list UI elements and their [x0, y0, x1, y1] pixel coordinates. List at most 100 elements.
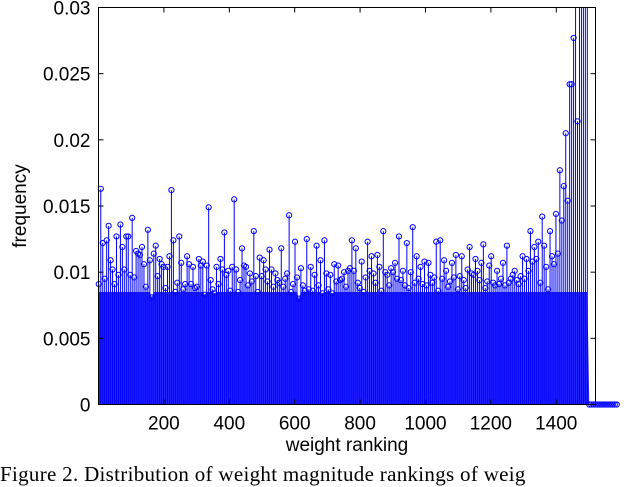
stem-marker	[360, 288, 367, 296]
stem-marker	[607, 401, 614, 408]
stem-marker	[111, 280, 118, 288]
stem-marker	[497, 275, 505, 282]
stem-marker	[374, 251, 381, 259]
stem-marker	[535, 238, 542, 245]
stem-marker	[484, 278, 491, 285]
stem-marker	[331, 261, 338, 268]
stem-marker	[386, 282, 393, 289]
stem-marker	[380, 228, 387, 235]
stem-marker	[568, 81, 575, 88]
stem-marker	[472, 255, 479, 263]
stem-marker	[444, 283, 452, 290]
stem-marker	[221, 229, 228, 236]
x-axis-label: weight ranking	[285, 435, 409, 456]
stem-marker	[435, 287, 442, 294]
stem-marker	[574, 118, 581, 125]
x-tick-label: 800	[344, 414, 376, 435]
stem-marker	[284, 270, 291, 277]
stem-marker	[301, 287, 308, 294]
stem-marker	[552, 210, 560, 218]
stem-marker	[493, 267, 501, 274]
stem-marker	[136, 251, 144, 259]
stem-marker	[470, 271, 477, 278]
stem-marker	[429, 279, 436, 286]
stem-marker	[458, 253, 465, 260]
stem-marker	[242, 263, 250, 270]
stem-marker	[225, 267, 232, 274]
stem-marker	[364, 238, 371, 245]
stem-marker	[291, 238, 299, 245]
stem-marker	[231, 196, 238, 203]
y-tick-label: 0.01	[54, 263, 91, 284]
stem-marker	[488, 253, 495, 260]
stem-marker	[466, 243, 473, 251]
stem-marker	[495, 280, 503, 288]
stem-marker	[125, 233, 132, 240]
x-tick-label: 200	[148, 414, 180, 435]
stem-marker	[376, 263, 383, 270]
x-tick-label: 1400	[535, 414, 577, 435]
stem-marker	[554, 250, 561, 257]
stem-marker	[250, 228, 257, 235]
stem-marker	[156, 255, 163, 263]
stem-marker	[170, 237, 177, 244]
stem-marker	[289, 280, 297, 288]
x-tick-label: 1200	[470, 414, 512, 435]
stem-marker	[146, 257, 153, 264]
stem-marker	[244, 282, 252, 289]
stem-marker	[238, 245, 246, 252]
stem-marker	[107, 257, 114, 264]
stem-marker	[556, 167, 563, 174]
y-tick-label: 0.015	[43, 197, 91, 218]
stem-marker	[266, 246, 273, 253]
y-tick-label: 0	[80, 396, 91, 417]
stem-marker	[605, 401, 613, 408]
stem-marker	[174, 279, 181, 286]
stem-marker	[207, 277, 214, 284]
stem-marker	[548, 253, 556, 260]
stem-marker	[295, 295, 303, 302]
stem-marker	[236, 277, 244, 284]
stem-marker	[140, 261, 148, 268]
stem-marker	[303, 235, 310, 243]
y-axis-label: frequency	[10, 164, 31, 248]
x-axis: 200 400 600 800 1000 1200 1400	[148, 7, 577, 435]
y-tick-label: 0.005	[43, 329, 91, 350]
stem-marker	[193, 283, 201, 290]
stem-marker	[131, 274, 138, 281]
stem-marker	[166, 253, 173, 260]
stem-marker	[601, 401, 609, 408]
stem-marker	[199, 258, 206, 265]
stem-marker	[462, 284, 469, 292]
stem-marker	[476, 277, 483, 284]
stem-marker	[368, 253, 375, 260]
stem-marker	[417, 263, 424, 270]
stem-marker	[611, 401, 618, 408]
stem-marker	[407, 269, 414, 276]
stem-marker	[340, 269, 348, 276]
stem-marker	[390, 269, 397, 276]
stem-marker	[164, 263, 171, 270]
stem-marker	[541, 242, 548, 249]
stem-marker	[442, 267, 450, 274]
stem-marker	[537, 279, 544, 286]
stem-marker	[342, 283, 350, 290]
stem-marker	[272, 270, 279, 277]
stem-marker	[148, 294, 155, 301]
stem-marker	[338, 275, 346, 282]
stem-marker	[260, 257, 267, 264]
stem-marker	[305, 286, 312, 293]
stem-marker	[354, 279, 361, 286]
stem-marker	[215, 280, 222, 288]
stem-marker	[317, 257, 324, 264]
stem-marker	[270, 283, 277, 290]
stem-marker	[450, 274, 458, 281]
stem-marker	[335, 262, 342, 269]
stem-marker	[482, 284, 489, 292]
stem-marker	[227, 287, 234, 294]
stem-marker	[405, 284, 412, 292]
stem-marker	[189, 263, 197, 270]
stem-marker	[201, 291, 208, 298]
stem-marker	[211, 290, 218, 297]
stem-marker	[492, 282, 499, 289]
